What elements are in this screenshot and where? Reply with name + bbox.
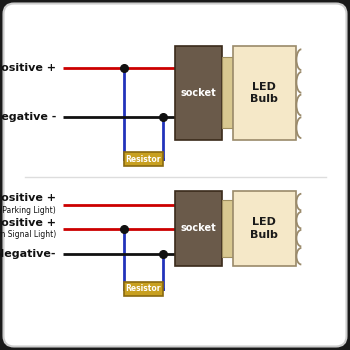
FancyBboxPatch shape <box>222 200 233 257</box>
FancyBboxPatch shape <box>4 4 346 346</box>
Text: Positive +: Positive + <box>0 218 56 228</box>
FancyBboxPatch shape <box>222 57 233 128</box>
FancyBboxPatch shape <box>233 46 296 140</box>
Text: LED
Bulb: LED Bulb <box>250 82 278 104</box>
Text: (Tail/Parking Light): (Tail/Parking Light) <box>0 206 56 215</box>
Text: (Turn Signal Light): (Turn Signal Light) <box>0 230 56 239</box>
Text: socket: socket <box>181 223 217 233</box>
Text: LED
Bulb: LED Bulb <box>250 217 278 239</box>
Text: Positive +: Positive + <box>0 63 56 73</box>
FancyBboxPatch shape <box>175 191 222 266</box>
Text: Positive +: Positive + <box>0 194 56 203</box>
FancyBboxPatch shape <box>124 282 163 296</box>
FancyBboxPatch shape <box>124 152 163 166</box>
Text: Resistor: Resistor <box>126 284 161 293</box>
Text: Negative-: Negative- <box>0 249 56 259</box>
FancyBboxPatch shape <box>233 191 296 266</box>
Text: socket: socket <box>181 88 217 98</box>
Text: Negative -: Negative - <box>0 112 56 122</box>
FancyBboxPatch shape <box>175 46 222 140</box>
Text: Resistor: Resistor <box>126 155 161 164</box>
